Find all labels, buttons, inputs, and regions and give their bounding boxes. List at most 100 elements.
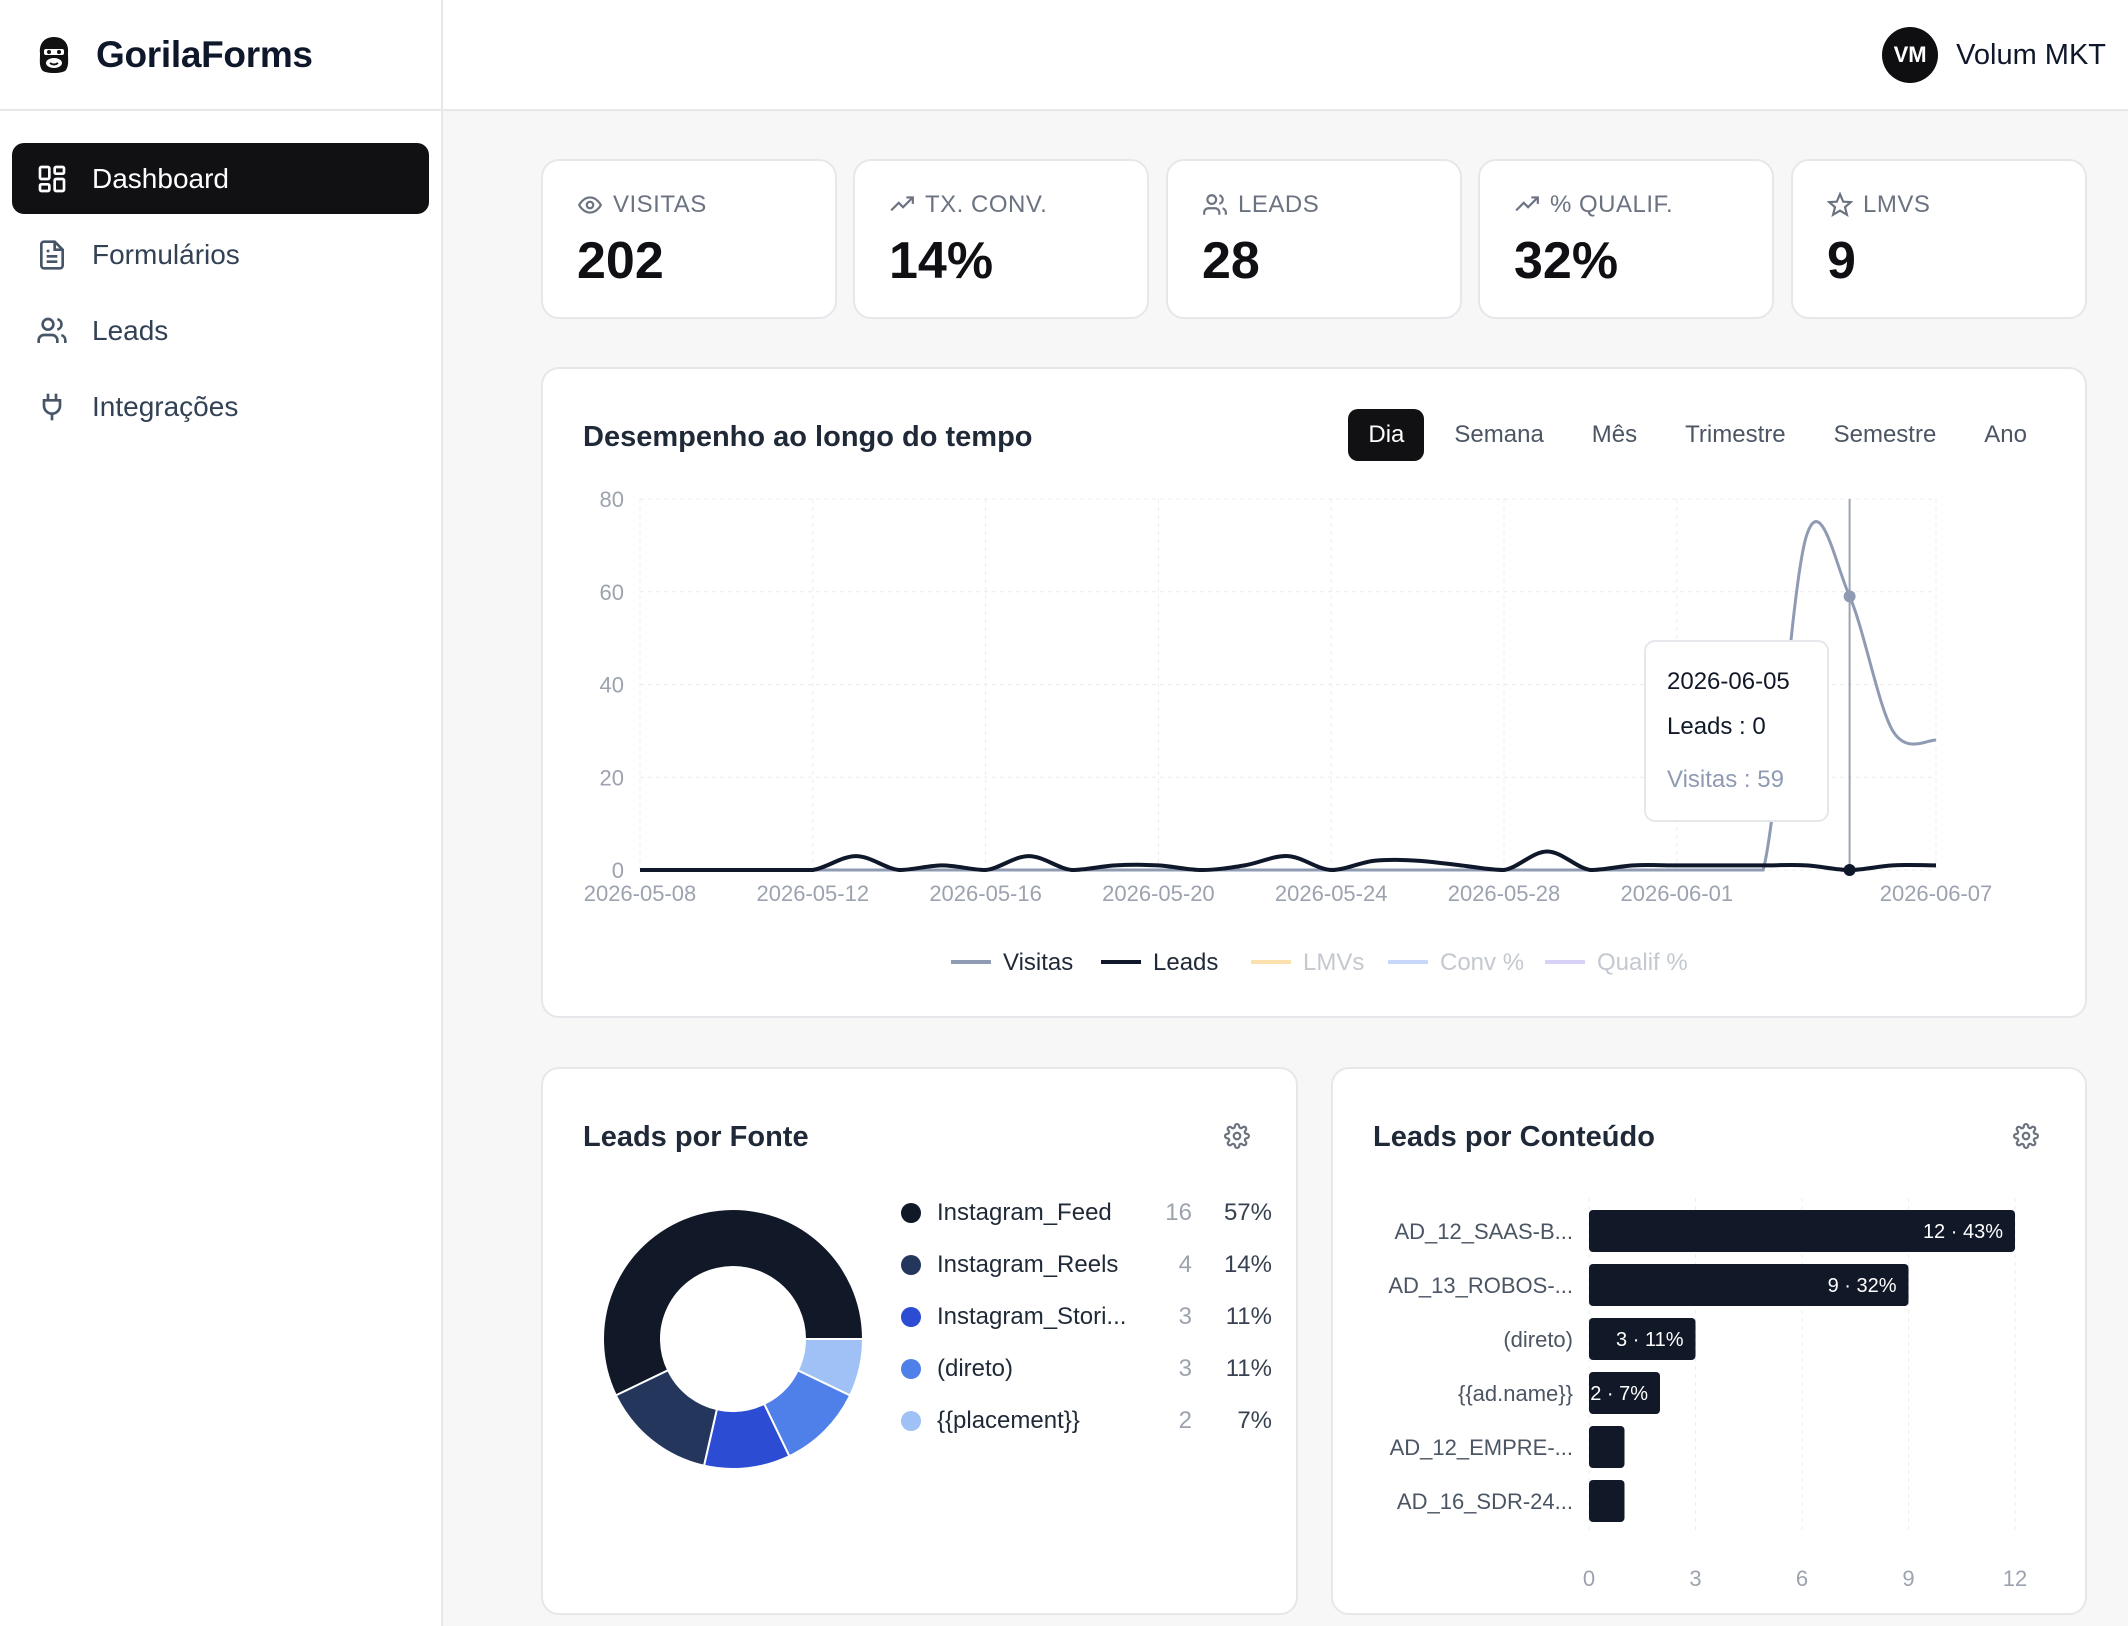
x-tick-label: 9 [1902,1566,1914,1591]
line-chart[interactable]: 0 20 40 60 80 2026-05-08 2026-05-12 2026-05-16 2… [543,369,2089,1020]
legend-dot [901,1255,921,1275]
dashboard-icon [36,163,68,195]
x-tick-label: 12 [2003,1566,2027,1591]
legend-percent: 11% [1225,1355,1272,1382]
legend-item-conv[interactable]: Conv % [1388,949,1524,976]
brand[interactable]: GorilaForms [0,0,441,111]
legend-label: (direto) [937,1355,1014,1382]
donut-chart[interactable] [583,1189,883,1489]
app-name: GorilaForms [96,33,313,75]
legend-label: Visitas [1003,949,1073,976]
sidebar-item-integracoes[interactable]: Integrações [12,371,429,442]
sidebar-item-dashboard[interactable]: Dashboard [12,143,429,214]
legend-item-leads[interactable]: Leads [1101,949,1218,976]
legend-label: Instagram_Reels [937,1251,1119,1278]
legend-count: 2 [1178,1407,1192,1434]
sidebar-item-leads[interactable]: Leads [12,295,429,366]
sidebar-item-formularios[interactable]: Formulários [12,219,429,290]
x-tick-label: 2026-05-24 [1275,881,1388,906]
stat-value: 28 [1202,232,1260,290]
stat-card-lmvs: LMVS 9 [1791,159,2087,319]
bar-value-label: 3 · 11% [1616,1329,1684,1351]
legend-dot [901,1359,921,1379]
stat-label: VISITAS [613,191,707,218]
donut-slice-0 [602,1208,865,1397]
users-icon [36,315,68,347]
sidebar-item-label: Integrações [92,390,239,422]
legend-item-visitas[interactable]: Visitas [951,949,1073,976]
legend-count: 3 [1178,1355,1192,1382]
sidebar: GorilaForms Dashboard Formulários Leads … [0,0,443,1626]
legend-percent: 11% [1225,1303,1272,1330]
legend-dot [901,1203,921,1223]
gorilla-icon [39,36,69,73]
legend-percent: 57% [1223,1199,1272,1226]
tab-trimestre[interactable]: Trimestre [1685,421,1786,448]
tab-semestre[interactable]: Semestre [1833,421,1937,448]
y-tick-label: 20 [600,765,624,790]
bar [1589,1318,1696,1360]
avatar[interactable]: VM [1882,27,1939,83]
tooltip-visitas: Visitas : 59 [1667,766,1784,793]
legend-row: (direto) 3 11% [901,1343,1272,1395]
bar-category-label: AD_12_SAAS-B... [1394,1219,1573,1244]
legend-percent: 7% [1237,1407,1272,1434]
tab-ano[interactable]: Ano [1984,421,2027,448]
stat-card-qualif: % QUALIF. 32% [1478,159,1774,319]
sidebar-item-label: Dashboard [92,162,229,194]
x-tick-label: 0 [1583,1566,1595,1591]
performance-panel: Desempenho ao longo do tempo Dia Semana … [541,367,2087,1018]
legend-item-lmvs[interactable]: LMVs [1251,949,1364,976]
legend-dot [901,1411,921,1431]
tooltip-box [1644,640,1829,822]
legend-percent: 14% [1223,1251,1272,1278]
donut-slice-4 [796,1338,865,1397]
bar-category-label: (direto) [1503,1327,1573,1352]
legend-count: 3 [1178,1303,1192,1330]
sidebar-item-label: Leads [92,314,169,346]
x-tick-label: 2026-05-16 [929,881,1042,906]
stat-label: % QUALIF. [1550,191,1674,218]
user-name: Volum MKT [1956,38,2106,71]
legend-count: 4 [1178,1251,1192,1278]
tab-mes[interactable]: Mês [1591,421,1638,448]
panel-title: Leads por Conteúdo [1373,1121,1655,1153]
series-line-leads [639,849,1937,873]
x-tick-label: 2026-05-28 [1448,881,1561,906]
bar-value-label: 9 · 32% [1828,1275,1897,1297]
x-tick-label: 3 [1689,1566,1701,1591]
legend-dot [901,1307,921,1327]
x-tick-label: 2026-05-20 [1102,881,1215,906]
x-tick-label: 2026-06-07 [1880,881,1993,906]
legend-label: Conv % [1440,949,1524,976]
legend-label: Instagram_Stori... [937,1303,1127,1330]
bar [1589,1372,1660,1414]
tab-dia[interactable]: Dia [1348,409,1425,461]
gear-icon[interactable] [2013,1123,2039,1149]
legend-item-qualif[interactable]: Qualif % [1545,949,1688,976]
tab-semana[interactable]: Semana [1454,421,1544,448]
stat-label: TX. CONV. [925,191,1048,218]
stat-value: 9 [1827,232,1856,290]
leads-por-conteudo-panel: Leads por Conteúdo 0 3 6 9 12 AD_12_SAAS-B...… [1331,1067,2087,1615]
topbar: VM Volum MKT [443,0,2128,111]
hover-point-visitas [1843,590,1856,603]
gear-icon[interactable] [1224,1123,1250,1149]
sidebar-nav: Dashboard Formulários Leads Integrações [0,111,441,442]
eye-icon [577,196,603,214]
tooltip-leads: Leads : 0 [1667,713,1766,740]
bar-chart[interactable]: 0 3 6 9 12 AD_12_SAAS-B... 12 · 43% AD_13_ROBOS… [1333,1069,2089,1617]
user-menu[interactable]: VM Volum MKT [1882,27,2106,83]
x-tick-label: 2026-05-12 [757,881,870,906]
y-tick-label: 80 [600,487,624,512]
period-tabs: Dia Semana Mês Trimestre Semestre Ano [1336,409,2045,461]
users-icon [1203,194,1227,215]
bar [1589,1264,1909,1306]
bar-value-label: 2 · 7% [1590,1383,1648,1405]
y-tick-label: 60 [600,580,624,605]
x-tick-label: 6 [1796,1566,1808,1591]
star-icon [1827,192,1853,218]
document-icon [36,239,68,271]
hover-point-leads [1843,864,1856,876]
bar [1589,1426,1625,1468]
